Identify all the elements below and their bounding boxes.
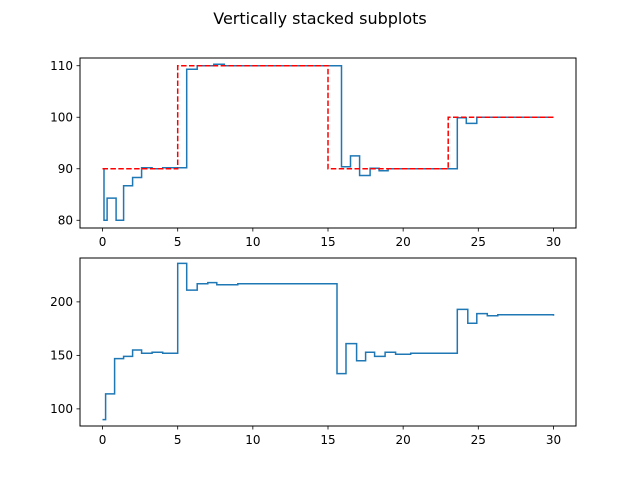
x-tick-label: 5 <box>174 235 182 249</box>
x-tick-label: 10 <box>245 433 260 447</box>
x-tick-label: 0 <box>99 433 107 447</box>
x-tick-label: 15 <box>320 433 335 447</box>
x-tick-label: 25 <box>471 433 486 447</box>
y-tick-label: 100 <box>50 110 73 124</box>
x-tick-label: 20 <box>396 433 411 447</box>
y-tick-label: 100 <box>50 402 73 416</box>
figure-title: Vertically stacked subplots <box>213 9 427 28</box>
x-tick-label: 10 <box>245 235 260 249</box>
y-tick-label: 200 <box>50 295 73 309</box>
x-tick-label: 5 <box>174 433 182 447</box>
x-tick-label: 20 <box>396 235 411 249</box>
y-tick-label: 150 <box>50 349 73 363</box>
reference-step-line <box>103 66 554 169</box>
x-tick-label: 30 <box>546 235 561 249</box>
subplot-top: 0 5 10 15 20 25 30 80 90 100 110 <box>50 58 576 249</box>
x-tick-label: 30 <box>546 433 561 447</box>
subplot-bottom: 0 5 10 15 20 25 30 100 150 200 <box>50 258 576 447</box>
y-tick-label: 110 <box>50 59 73 73</box>
y-tick-label: 80 <box>58 213 73 227</box>
y-tick-label: 90 <box>58 162 73 176</box>
x-tick-label: 25 <box>471 235 486 249</box>
signal-step-line <box>103 263 554 419</box>
x-tick-label: 0 <box>99 235 107 249</box>
x-tick-label: 15 <box>320 235 335 249</box>
